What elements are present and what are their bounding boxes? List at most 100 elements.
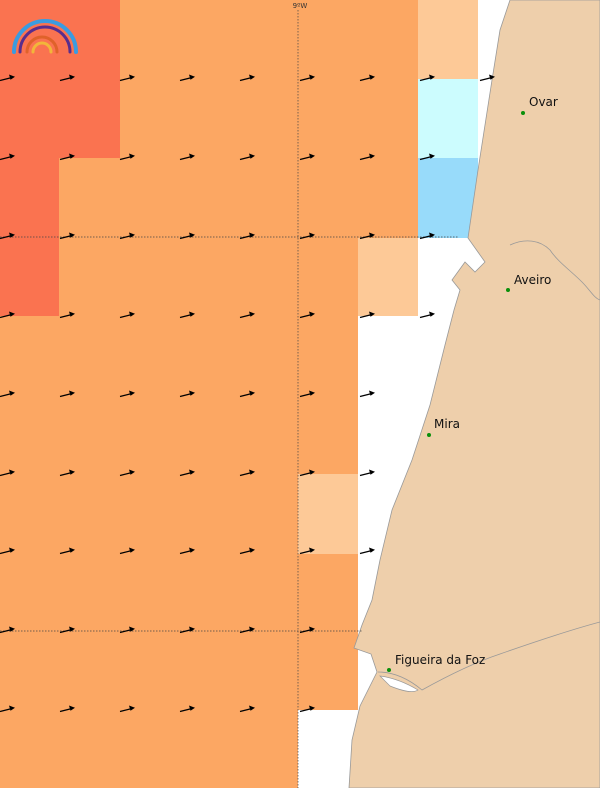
arrow-icon xyxy=(0,469,15,477)
arrow-icon xyxy=(0,705,15,713)
rainbow-logo-icon[interactable] xyxy=(12,19,78,54)
arrow-icon xyxy=(299,626,315,634)
arrow-icon xyxy=(419,74,435,82)
arrow-icon xyxy=(239,626,255,634)
arrow-icon xyxy=(59,390,75,398)
arrow-icon xyxy=(239,705,255,713)
logo-arc-mid xyxy=(18,25,72,54)
arrow-icon xyxy=(59,232,75,240)
arrow-icon xyxy=(479,74,495,82)
land-mass xyxy=(348,0,600,788)
arrow-icon xyxy=(299,705,315,713)
city-mira[interactable]: Mira xyxy=(427,417,460,437)
arrow-icon xyxy=(419,232,435,240)
arrow-icon xyxy=(0,626,15,634)
arrow-icon xyxy=(419,311,435,319)
city-dot-icon xyxy=(521,111,525,115)
city-ovar[interactable]: Ovar xyxy=(521,95,558,115)
arrow-icon xyxy=(119,153,135,161)
arrow-icon xyxy=(299,547,315,555)
arrow-icon xyxy=(59,153,75,161)
city-label-mira: Mira xyxy=(434,417,460,431)
arrow-icon xyxy=(239,390,255,398)
graticule xyxy=(0,10,458,788)
arrow-icon xyxy=(119,232,135,240)
arrow-icon xyxy=(0,74,15,82)
arrow-icon xyxy=(239,74,255,82)
city-dot-icon xyxy=(506,288,510,292)
logo-arc-core xyxy=(31,41,53,54)
arrow-icon xyxy=(59,469,75,477)
arrow-icon xyxy=(179,390,195,398)
arrow-icon xyxy=(299,153,315,161)
cell-orange-c xyxy=(59,238,358,316)
cell-light-orange-b xyxy=(358,238,418,316)
arrow-icon xyxy=(119,74,135,82)
arrow-icon xyxy=(0,311,15,319)
arrow-icon xyxy=(179,311,195,319)
cell-orange-e xyxy=(0,474,298,554)
arrow-icon xyxy=(179,74,195,82)
meridian-label: 9ºW xyxy=(293,2,308,10)
city-aveiro[interactable]: Aveiro xyxy=(506,273,551,292)
arrow-icon xyxy=(299,390,315,398)
arrow-icon xyxy=(0,390,15,398)
arrow-icon xyxy=(299,74,315,82)
arrow-icon xyxy=(119,626,135,634)
arrow-icon xyxy=(59,311,75,319)
arrow-icon xyxy=(119,390,135,398)
cell-pale-cyan xyxy=(418,79,478,158)
arrow-icon xyxy=(59,547,75,555)
river-vouga xyxy=(509,240,600,301)
arrow-icon xyxy=(59,626,75,634)
arrow-icon xyxy=(0,547,15,555)
cell-light-blue xyxy=(418,158,478,238)
arrow-icon xyxy=(239,153,255,161)
city-label-aveiro: Aveiro xyxy=(514,273,551,287)
arrow-icon xyxy=(179,232,195,240)
arrow-icon xyxy=(359,74,375,82)
arrow-icon xyxy=(119,705,135,713)
arrow-icon xyxy=(419,153,435,161)
arrow-icon xyxy=(0,153,15,161)
cell-orange-g xyxy=(0,710,298,788)
cell-red-left xyxy=(0,158,59,316)
cell-light-orange-c xyxy=(298,474,358,554)
arrow-icon xyxy=(239,547,255,555)
cell-orange-b xyxy=(59,158,418,238)
city-dot-icon xyxy=(387,668,391,672)
arrow-icon xyxy=(299,311,315,319)
arrow-icon xyxy=(0,232,15,240)
arrow-field xyxy=(0,74,495,713)
arrow-icon xyxy=(299,469,315,477)
arrow-icon xyxy=(119,547,135,555)
arrow-icon xyxy=(359,469,375,477)
arrow-icon xyxy=(59,74,75,82)
arrow-icon xyxy=(239,311,255,319)
arrow-icon xyxy=(179,626,195,634)
mondego-estuary xyxy=(379,675,419,692)
arrow-icon xyxy=(359,311,375,319)
cell-light-orange-a xyxy=(418,0,478,79)
arrow-icon xyxy=(119,469,135,477)
arrow-icon xyxy=(239,469,255,477)
cell-orange-a xyxy=(120,0,418,158)
river-mondego xyxy=(377,621,600,691)
arrow-icon xyxy=(179,153,195,161)
city-label-ovar: Ovar xyxy=(529,95,558,109)
arrow-icon xyxy=(359,232,375,240)
arrow-icon xyxy=(179,705,195,713)
arrow-icon xyxy=(59,705,75,713)
arrow-icon xyxy=(359,390,375,398)
arrow-icon xyxy=(239,232,255,240)
arrow-icon xyxy=(119,311,135,319)
arrow-icon xyxy=(359,547,375,555)
arrow-icon xyxy=(359,153,375,161)
city-label-figueira-da-foz: Figueira da Foz xyxy=(395,653,485,667)
city-figueira-da-foz[interactable]: Figueira da Foz xyxy=(387,653,485,672)
arrow-icon xyxy=(179,547,195,555)
logo-arc-inner xyxy=(25,35,59,54)
logo-arc-outer xyxy=(12,19,78,54)
